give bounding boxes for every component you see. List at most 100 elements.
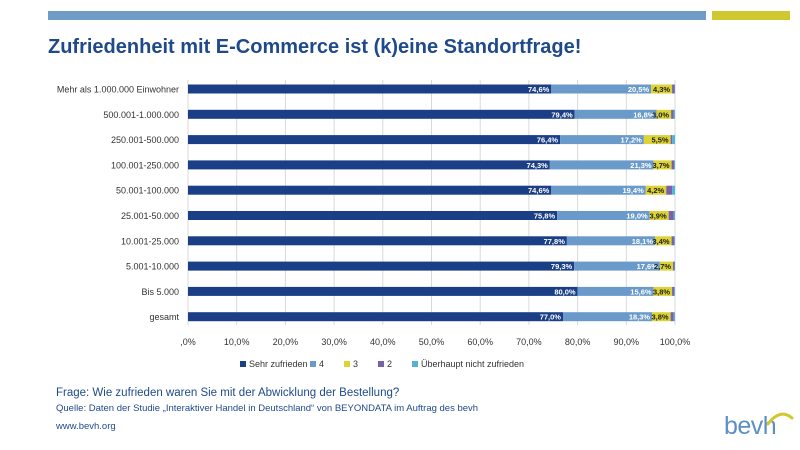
data-label: 3,7% xyxy=(652,161,669,170)
bar-segment xyxy=(672,286,675,296)
bar-segment xyxy=(645,185,667,195)
bar-segment xyxy=(551,84,652,94)
bevh-logo: bevh xyxy=(724,410,794,444)
data-label: 18,3% xyxy=(629,313,651,322)
bar-segment xyxy=(653,286,673,296)
bar-segment xyxy=(652,312,671,322)
bar-segment xyxy=(672,84,675,94)
bar-segment xyxy=(574,109,657,119)
bar-segment xyxy=(566,236,656,246)
bar-segment xyxy=(560,135,644,145)
data-label: 3,4% xyxy=(652,237,669,246)
legend-label: 3 xyxy=(353,359,358,369)
bar-segment xyxy=(671,109,674,119)
data-label: 5,5% xyxy=(652,136,669,145)
legend-swatch xyxy=(412,361,418,367)
category-label: 50.001-100.000 xyxy=(116,186,179,196)
bar-segment xyxy=(649,211,669,220)
bar-segment xyxy=(188,160,550,170)
bar-segment xyxy=(643,135,671,145)
category-label: gesamt xyxy=(149,312,179,322)
bar-segment xyxy=(562,312,653,322)
data-label: 3,8% xyxy=(652,313,669,322)
legend-swatch xyxy=(378,361,384,367)
data-label: 17,6% xyxy=(637,262,659,271)
x-tick-label: 40,0% xyxy=(370,337,396,347)
bar-segment xyxy=(188,236,567,246)
bar-segment xyxy=(659,261,674,271)
category-label: 5.001-10.000 xyxy=(126,262,179,272)
data-label: 80,0% xyxy=(554,287,576,296)
bar-segment xyxy=(666,185,673,195)
bar-segment xyxy=(671,236,675,246)
bar-segment xyxy=(670,135,673,145)
x-tick-label: 100,0% xyxy=(660,337,691,347)
data-label: 74,6% xyxy=(528,186,550,195)
bar-segment xyxy=(674,236,675,246)
x-tick-label: ,0% xyxy=(180,337,196,347)
bar-segment xyxy=(668,211,674,220)
data-label: 75,8% xyxy=(534,212,556,221)
x-tick-label: 50,0% xyxy=(419,337,445,347)
source-note: Quelle: Daten der Studie „Interaktiver H… xyxy=(56,403,479,414)
survey-question: Frage: Wie zufrieden waren Sie mit der A… xyxy=(56,387,400,399)
bar-segment xyxy=(673,109,675,119)
data-label: 74,6% xyxy=(528,85,550,94)
data-label: 3,9% xyxy=(650,212,667,221)
data-label: 4,2% xyxy=(647,186,664,195)
data-label: 4,3% xyxy=(653,85,670,94)
legend-label: 4 xyxy=(319,359,324,369)
data-label: 76,4% xyxy=(537,136,559,145)
category-label: 500.001-1.000.000 xyxy=(103,110,179,120)
bar-segment xyxy=(671,160,675,170)
bar-segment xyxy=(549,160,654,170)
bar-segment xyxy=(653,160,672,170)
category-label: Mehr als 1.000.000 Einwohner xyxy=(57,85,179,95)
data-label: 79,3% xyxy=(551,262,573,271)
category-label: Bis 5.000 xyxy=(141,287,179,297)
x-tick-label: 20,0% xyxy=(273,337,299,347)
page-title: Zufriedenheit mit E-Commerce ist (k)eine… xyxy=(48,36,582,58)
data-label: 74,3% xyxy=(527,161,549,170)
data-label: 19,4% xyxy=(622,186,644,195)
legend-label: 2 xyxy=(387,359,392,369)
bar-segment xyxy=(674,286,675,296)
bar-segment xyxy=(188,261,575,271)
bar-segment xyxy=(672,185,675,195)
top-accent-bar-blue xyxy=(48,11,706,20)
data-label: 3,8% xyxy=(653,287,670,296)
bar-segment xyxy=(674,160,675,170)
data-label: 18,1% xyxy=(632,237,654,246)
legend-label: Überhaupt nicht zufrieden xyxy=(421,359,524,369)
bar-segment xyxy=(557,211,650,220)
bar-segment xyxy=(188,84,552,94)
bar-segment xyxy=(188,109,575,119)
x-tick-label: 60,0% xyxy=(467,337,493,347)
bar-segment xyxy=(551,185,646,195)
bar-segment xyxy=(574,261,660,271)
category-label: 100.001-250.000 xyxy=(111,160,179,170)
legend-swatch xyxy=(310,361,316,367)
bar-segment xyxy=(188,312,563,322)
x-tick-label: 80,0% xyxy=(565,337,591,347)
bar-segment xyxy=(670,312,674,322)
x-tick-label: 70,0% xyxy=(516,337,542,347)
bar-segment xyxy=(672,135,675,145)
category-label: 25.001-50.000 xyxy=(121,211,179,221)
legend-swatch xyxy=(240,361,246,367)
bar-segment xyxy=(651,84,673,94)
x-tick-label: 30,0% xyxy=(321,337,347,347)
bar-segment xyxy=(673,312,675,322)
x-tick-label: 10,0% xyxy=(224,337,250,347)
website-link[interactable]: www.bevh.org xyxy=(56,421,116,432)
data-label: 3,0% xyxy=(652,110,669,119)
data-label: 77,8% xyxy=(544,237,566,246)
bar-segment xyxy=(188,211,558,220)
bar-segment xyxy=(673,261,675,271)
data-label: 21,3% xyxy=(630,161,652,170)
bar-segment xyxy=(188,286,578,296)
x-tick-label: 90,0% xyxy=(614,337,640,347)
data-label: 2,7% xyxy=(654,262,671,271)
data-label: 16,8% xyxy=(633,110,655,119)
legend-swatch xyxy=(344,361,350,367)
